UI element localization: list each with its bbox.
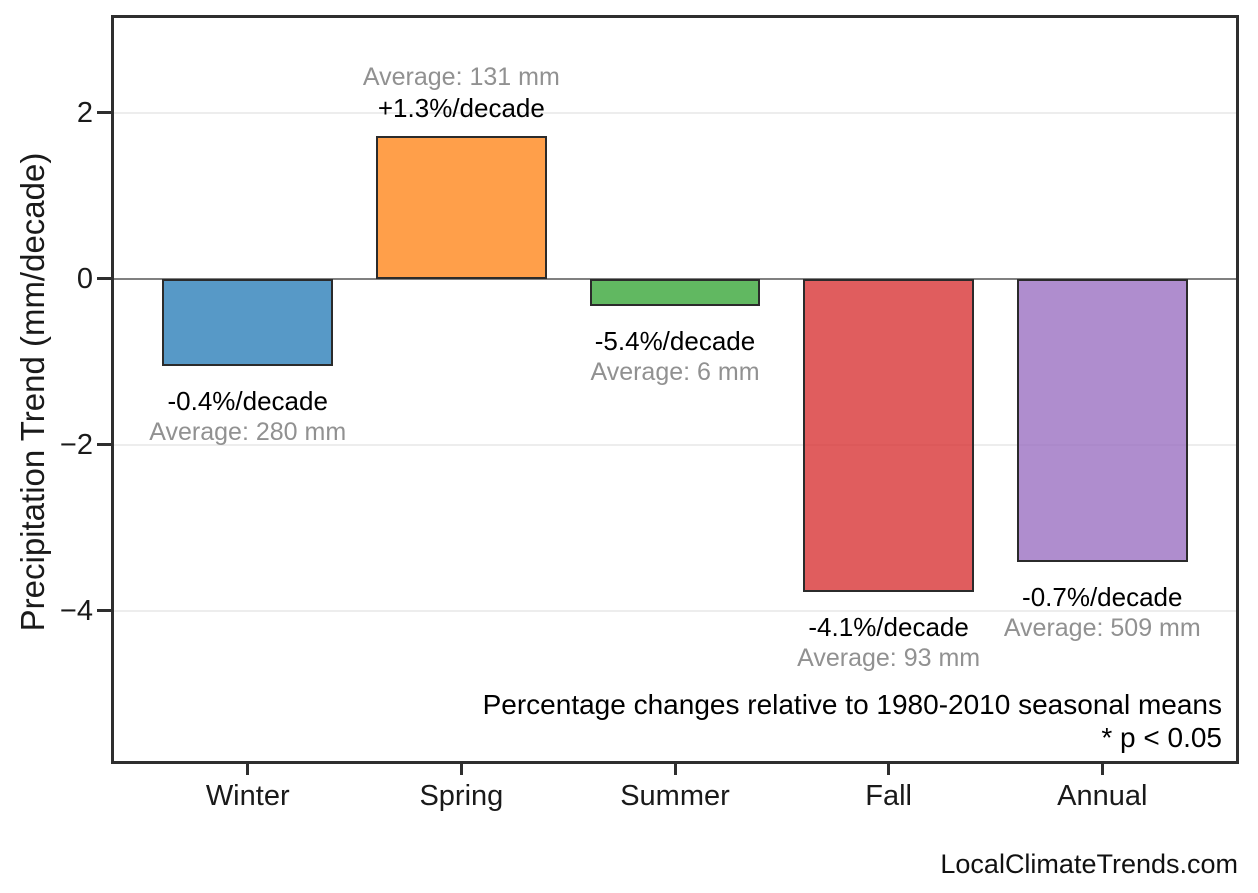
x-axis-label-winter: Winter — [205, 780, 290, 812]
bar-labels-annual: -0.7%/decade Average: 509 mm — [902, 582, 1258, 644]
bar-summer — [589, 278, 761, 307]
x-tick-annual — [1100, 764, 1104, 775]
x-tick-summer — [673, 764, 677, 775]
bar-annual — [1016, 278, 1188, 563]
x-axis-label-spring: Spring — [419, 780, 504, 812]
x-tick-fall — [887, 764, 891, 775]
bar-label-percent: -0.7%/decade — [1022, 582, 1183, 613]
y-tick-label--4: −4 — [59, 594, 93, 627]
x-axis-label-fall: Fall — [865, 780, 912, 812]
x-tick-spring — [459, 764, 463, 775]
bar-label-average: Average: 93 mm — [797, 644, 981, 673]
bar-spring — [375, 136, 547, 279]
annotation-block: Percentage changes relative to 1980-2010… — [483, 688, 1222, 754]
watermark-text: LocalClimateTrends.com — [940, 849, 1238, 879]
bar-labels-winter: -0.4%/decade Average: 280 mm — [48, 386, 448, 448]
y-axis-title: Precipitation Trend (mm/decade) — [14, 152, 51, 632]
bar-labels-summer: -5.4%/decade Average: 6 mm — [475, 326, 875, 388]
gridline-2 — [111, 111, 1239, 114]
gridline--4 — [111, 609, 1239, 612]
x-tick-winter — [246, 764, 250, 775]
bar-label-percent: +1.3%/decade — [377, 93, 545, 124]
y-tick-2 — [97, 111, 111, 115]
bar-fall — [803, 278, 975, 593]
bar-labels-fall: -4.1%/decade Average: 93 mm — [689, 612, 1089, 674]
bar-label-percent: -0.4%/decade — [167, 385, 328, 416]
y-tick-0 — [97, 277, 111, 281]
bar-label-average: Average: 131 mm — [362, 63, 560, 92]
bar-label-average: Average: 6 mm — [590, 358, 760, 387]
bar-label-percent: -5.4%/decade — [594, 326, 756, 357]
y-tick--4 — [97, 609, 111, 613]
x-axis-label-summer: Summer — [620, 780, 730, 812]
gridline--2 — [111, 443, 1239, 446]
bar-label-average: Average: 509 mm — [1003, 614, 1201, 643]
y-tick--2 — [97, 443, 111, 447]
bar-label-percent: -4.1%/decade — [808, 612, 969, 643]
annotation-significance: * p < 0.05 — [1101, 722, 1222, 753]
bar-labels-spring: Average: 131 mm +1.3%/decade — [261, 62, 661, 124]
bar-winter — [162, 278, 334, 366]
annotation-note: Percentage changes relative to 1980-2010… — [482, 689, 1222, 720]
x-axis-label-annual: Annual — [1057, 780, 1148, 812]
y-tick-label-0: 0 — [76, 262, 93, 295]
bar-label-average: Average: 280 mm — [149, 417, 347, 446]
y-tick-label-2: 2 — [76, 96, 93, 129]
y-tick-label--2: −2 — [59, 428, 93, 461]
